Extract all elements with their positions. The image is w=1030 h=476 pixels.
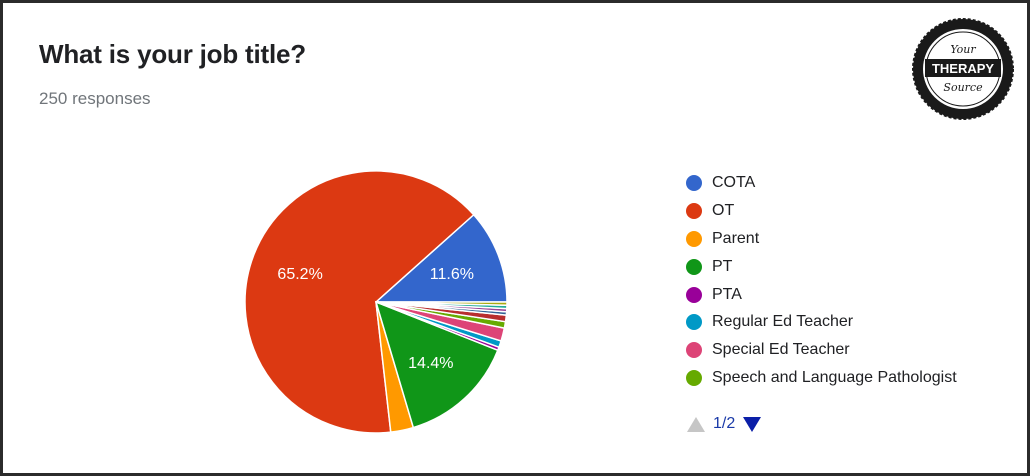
chart-title: What is your job title? bbox=[39, 39, 306, 69]
legend-label: PT bbox=[712, 257, 733, 275]
chart-legend: COTA OT Parent PT PTA Regular Ed Teacher Speci… bbox=[686, 169, 957, 392]
legend-swatch bbox=[686, 202, 702, 219]
legend-item[interactable]: PT bbox=[686, 253, 957, 281]
therapy-source-logo: Your THERAPY Source bbox=[912, 18, 1014, 120]
slice-label: 11.6% bbox=[430, 266, 474, 283]
slice-label: 65.2% bbox=[277, 266, 322, 283]
legend-label: COTA bbox=[712, 173, 756, 191]
pie-slice-ot[interactable] bbox=[244, 170, 475, 434]
legend-swatch bbox=[686, 342, 702, 359]
pie-slice-pt[interactable] bbox=[374, 300, 499, 429]
pie-chart: 11.6% 65.2% 14.4% bbox=[244, 170, 508, 434]
legend-label: Parent bbox=[712, 229, 760, 247]
legend-item[interactable]: Regular Ed Teacher bbox=[686, 308, 957, 336]
logo-text-middle: THERAPY bbox=[932, 61, 994, 76]
legend-swatch bbox=[686, 174, 702, 191]
legend-label: Regular Ed Teacher bbox=[712, 313, 854, 331]
legend-item[interactable]: PTA bbox=[686, 281, 957, 309]
legend-item[interactable]: Special Ed Teacher bbox=[686, 336, 957, 364]
legend-label: Special Ed Teacher bbox=[712, 341, 850, 359]
legend-item[interactable]: OT bbox=[686, 197, 957, 225]
legend-item[interactable]: COTA bbox=[686, 169, 957, 197]
legend-swatch bbox=[686, 258, 702, 275]
legend-pager: 1/2 bbox=[687, 415, 762, 433]
pie-slice-other-12[interactable] bbox=[375, 301, 508, 307]
logo-text-bottom: Source bbox=[943, 81, 983, 94]
legend-swatch bbox=[686, 230, 702, 247]
next-page-icon[interactable] bbox=[743, 416, 762, 432]
previous-page-icon[interactable] bbox=[687, 416, 705, 432]
legend-label: OT bbox=[712, 201, 735, 219]
legend-label: Speech and Language Pathologist bbox=[712, 369, 957, 387]
legend-label: PTA bbox=[712, 285, 742, 303]
page-indicator: 1/2 bbox=[713, 415, 736, 432]
logo-text-top: Your bbox=[950, 43, 976, 56]
legend-swatch bbox=[686, 314, 702, 331]
legend-item[interactable]: Speech and Language Pathologist bbox=[686, 364, 957, 392]
legend-item[interactable]: Parent bbox=[686, 225, 957, 253]
response-count: 250 responses bbox=[39, 89, 151, 108]
legend-swatch bbox=[686, 286, 702, 303]
slice-label: 14.4% bbox=[408, 355, 453, 372]
pie-slice-cota[interactable] bbox=[374, 213, 508, 303]
legend-swatch bbox=[686, 370, 702, 387]
